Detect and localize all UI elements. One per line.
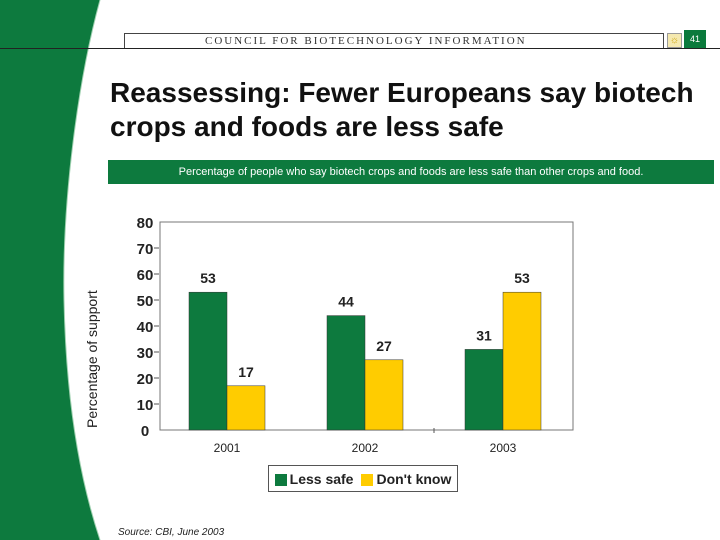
source-note: Source: CBI, June 2003 — [118, 527, 225, 538]
y-tick-label: 50 — [137, 293, 154, 310]
chart-legend: Less safe Don't know — [268, 465, 458, 492]
sun-logo-icon: ☼ — [667, 33, 682, 48]
x-tick-label: 2001 — [214, 441, 241, 455]
y-tick-label: 80 — [137, 215, 154, 232]
page-number: 41 — [684, 30, 706, 48]
organization-name: COUNCIL FOR BIOTECHNOLOGY INFORMATION — [205, 35, 527, 47]
header-frame — [124, 33, 664, 48]
legend-less-safe: Less safe — [274, 471, 353, 487]
chart-subtitle: Percentage of people who say biotech cro… — [108, 160, 714, 184]
data-label: 44 — [338, 294, 354, 310]
bar-dont-know-2003 — [502, 291, 542, 431]
header-rule — [0, 48, 720, 49]
slide-title: Reassessing: Fewer Europeans say biotech… — [110, 77, 694, 142]
y-tick-label: 40 — [137, 319, 154, 336]
data-label: 53 — [514, 270, 530, 286]
y-tick-label: 60 — [137, 267, 154, 284]
y-tick-label: 10 — [137, 397, 154, 414]
bar-less-safe-2001 — [188, 291, 228, 431]
y-tick-label: 0 — [141, 423, 149, 440]
legend-swatch-green — [274, 473, 287, 486]
bar-dont-know-2001 — [226, 385, 266, 431]
data-label: 53 — [200, 270, 216, 286]
legend-swatch-yellow — [361, 473, 374, 486]
legend-dont-know: Don't know — [361, 471, 451, 487]
bar-less-safe-2003 — [464, 349, 504, 431]
x-tick-label: 2003 — [490, 441, 517, 455]
bar-less-safe-2002 — [326, 315, 366, 431]
y-tick-label: 30 — [137, 345, 154, 362]
data-label: 17 — [238, 364, 254, 380]
y-tick-label: 70 — [137, 241, 154, 258]
data-label: 27 — [376, 338, 392, 354]
bar-dont-know-2002 — [364, 359, 404, 431]
y-tick-label: 20 — [137, 371, 154, 388]
x-tick-label: 2002 — [352, 441, 379, 455]
data-label: 31 — [476, 327, 492, 343]
